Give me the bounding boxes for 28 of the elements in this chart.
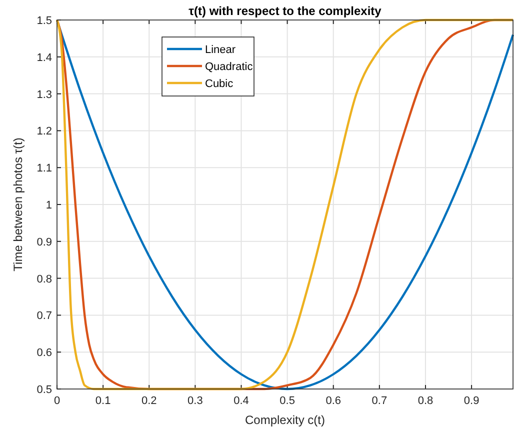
- x-tick-label: 0: [54, 395, 60, 407]
- x-tick-label: 0.7: [372, 395, 388, 407]
- x-tick-label: 0.3: [188, 395, 203, 407]
- y-tick-label: 0.8: [36, 273, 52, 286]
- y-tick-label: 0.7: [36, 310, 52, 322]
- y-tick-label: 1.4: [36, 52, 52, 64]
- x-tick-label: 0.4: [234, 395, 249, 407]
- x-axis-title: Complexity c(t): [244, 413, 326, 427]
- y-tick-label: 0.9: [36, 236, 52, 248]
- y-axis-title: Time between photos τ(t): [11, 138, 25, 272]
- y-tick-label: 0.6: [36, 347, 52, 360]
- legend-label: Quadratic: [205, 61, 254, 73]
- chart-title: τ(t) with respect to the complexity: [188, 4, 382, 18]
- x-tick-label: 0.8: [418, 395, 434, 407]
- x-tick-label: 0.1: [95, 395, 111, 407]
- y-tick-label: 1.2: [36, 126, 52, 138]
- legend-label: Linear: [205, 44, 236, 56]
- y-tick-label: 1: [46, 200, 52, 212]
- y-tick-label: 1.5: [36, 15, 52, 27]
- y-tick-label: 0.5: [36, 384, 52, 396]
- line-series: [56, 18, 514, 390]
- y-tick-label: 1.1: [36, 162, 52, 175]
- y-tick-label: 1.3: [36, 88, 52, 101]
- x-tick-label: 0.2: [141, 395, 157, 407]
- x-tick-label: 0.9: [464, 395, 480, 407]
- x-tick-label: 0.5: [280, 395, 295, 407]
- x-tick-label: 0.6: [326, 395, 342, 407]
- legend-label: Cubic: [205, 78, 234, 90]
